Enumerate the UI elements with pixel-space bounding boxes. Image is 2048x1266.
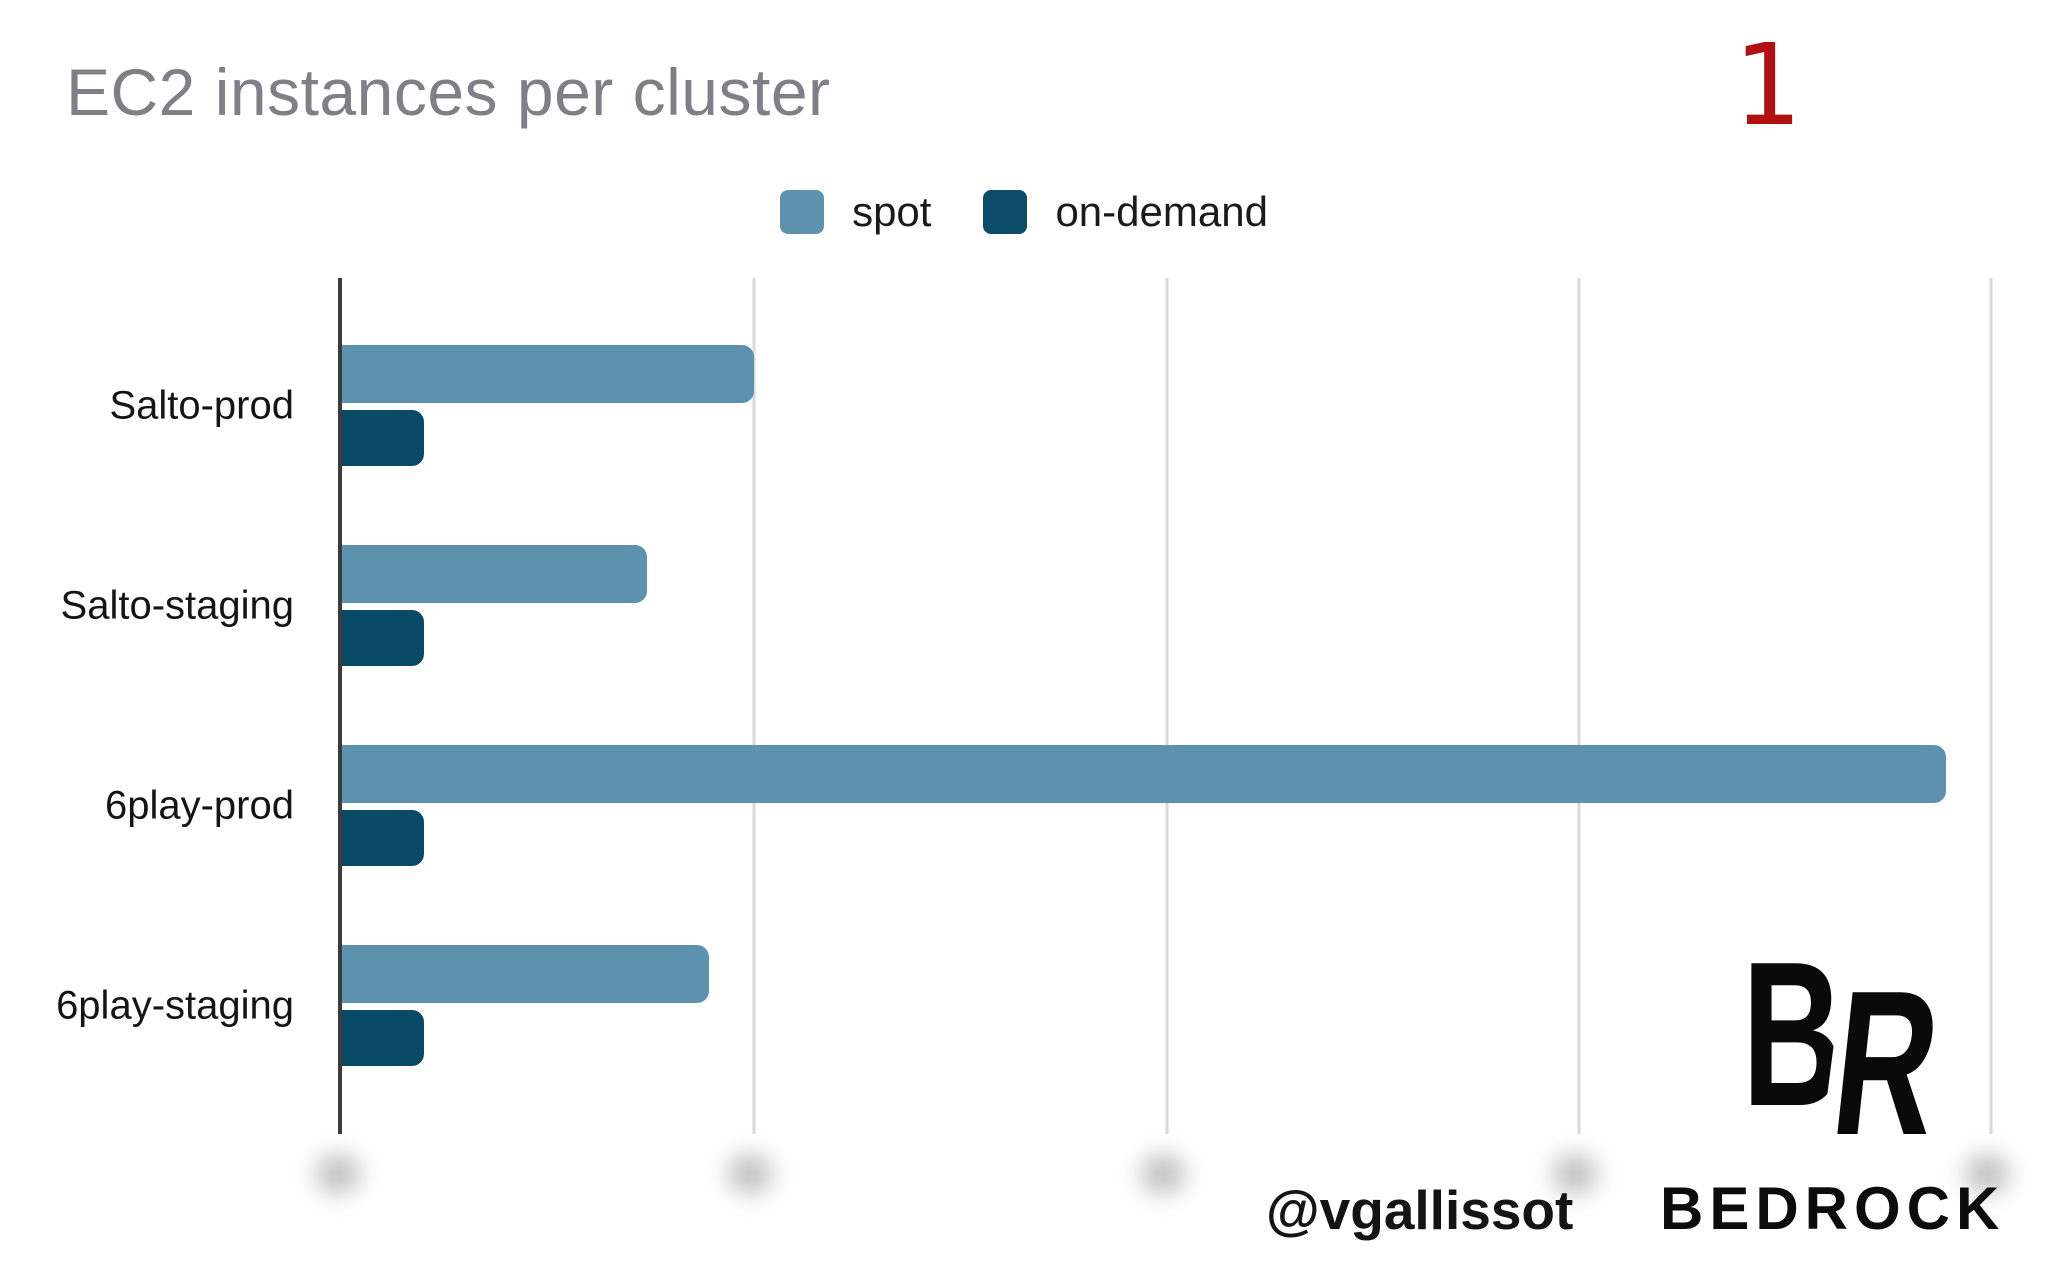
category-label-salto-staging: Salto-staging bbox=[60, 583, 294, 627]
x-gridline bbox=[1989, 278, 1993, 1134]
x-gridline bbox=[1577, 278, 1581, 1134]
bar-on-demand-6play-prod bbox=[342, 810, 425, 866]
bar-spot-salto-prod bbox=[342, 345, 755, 403]
redacted-tick-blur bbox=[289, 1128, 387, 1220]
brand-wordmark: BEDROCK bbox=[1660, 1175, 2006, 1242]
category-labels: Salto-prod Salto-staging 6play-prod 6play-s… bbox=[0, 278, 316, 1134]
redacted-tick-blur bbox=[701, 1128, 800, 1220]
legend: spot on-demand bbox=[0, 188, 2048, 236]
bar-spot-6play-prod bbox=[342, 745, 1946, 803]
legend-swatch-spot-icon bbox=[780, 190, 825, 234]
category-label-salto-prod: Salto-prod bbox=[109, 383, 294, 427]
category-label-6play-prod: 6play-prod bbox=[104, 783, 294, 827]
bar-spot-salto-staging bbox=[342, 545, 648, 603]
legend-label-on-demand: on-demand bbox=[1055, 188, 1268, 235]
legend-item-spot: spot bbox=[780, 188, 931, 236]
category-label-6play-staging: 6play-staging bbox=[56, 983, 294, 1027]
plot-area bbox=[338, 278, 2024, 1134]
x-gridline bbox=[752, 278, 756, 1134]
x-gridline bbox=[1165, 278, 1168, 1134]
chart-title: EC2 instances per cluster bbox=[66, 55, 831, 129]
legend-item-on-demand: on-demand bbox=[983, 188, 1268, 236]
legend-swatch-on-demand-icon bbox=[983, 190, 1028, 234]
bar-spot-6play-staging bbox=[342, 945, 709, 1003]
watermark-author: @vgallissot bbox=[1266, 1179, 1574, 1241]
bar-on-demand-salto-staging bbox=[342, 610, 425, 666]
slide-page-number: 1 bbox=[1732, 21, 1800, 151]
svg-text:R: R bbox=[1823, 949, 1949, 1146]
legend-label-spot: spot bbox=[852, 188, 932, 235]
bar-on-demand-salto-prod bbox=[342, 410, 425, 466]
bar-on-demand-6play-staging bbox=[342, 1010, 425, 1066]
redacted-tick-blur bbox=[1113, 1128, 1212, 1220]
brand-logo-br-icon: B R bbox=[1742, 920, 1954, 1178]
